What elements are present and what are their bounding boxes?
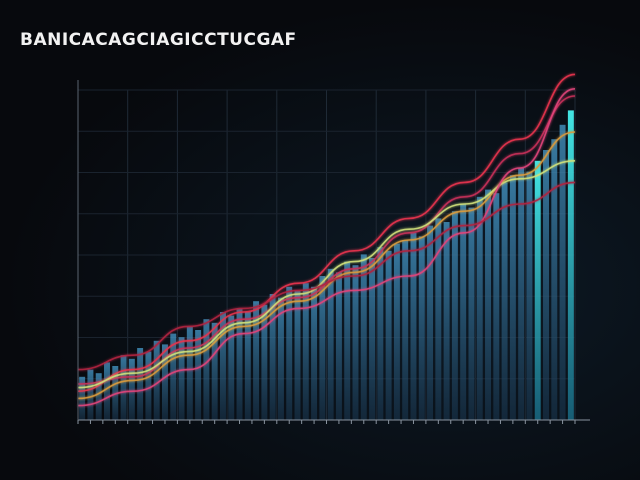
bar — [443, 222, 450, 420]
bar — [294, 290, 301, 420]
bar — [369, 258, 376, 420]
series-line — [77, 73, 576, 392]
bar — [451, 211, 458, 420]
bar — [269, 294, 276, 420]
bars — [79, 110, 574, 421]
bar — [95, 373, 102, 420]
bar — [244, 312, 251, 420]
bar — [128, 358, 135, 420]
bar — [327, 268, 334, 420]
bar — [410, 232, 417, 420]
bar — [87, 369, 94, 420]
bar — [211, 322, 218, 420]
bar — [137, 348, 144, 420]
bar — [277, 297, 284, 420]
bar — [219, 312, 226, 420]
bar — [178, 337, 185, 420]
series-line — [77, 95, 576, 385]
bar — [236, 308, 243, 420]
bar — [161, 344, 168, 420]
bar — [567, 110, 574, 421]
chart-title: BANICACAGCIAGICCTUCGAF — [20, 30, 297, 50]
bar — [559, 124, 566, 421]
bar — [203, 319, 210, 420]
bar — [112, 366, 119, 420]
bar — [385, 250, 392, 420]
axes — [77, 80, 590, 424]
bar — [543, 150, 549, 420]
bar — [360, 254, 367, 420]
grid — [77, 89, 576, 421]
bar — [170, 333, 177, 420]
bar — [228, 315, 235, 420]
series-line — [77, 181, 576, 371]
bar — [509, 175, 516, 420]
bar — [402, 240, 409, 420]
bar — [311, 286, 318, 420]
bar — [427, 225, 434, 420]
series-line — [77, 160, 576, 389]
bar — [261, 304, 268, 420]
bar — [145, 351, 152, 420]
bar — [526, 171, 533, 420]
series-line — [77, 88, 576, 407]
bar — [534, 160, 541, 421]
bar — [485, 189, 491, 420]
bar — [186, 326, 193, 420]
bar — [104, 362, 110, 420]
bar — [352, 265, 359, 420]
bar — [302, 283, 309, 420]
bar — [393, 243, 400, 420]
bar — [195, 330, 202, 420]
bar — [344, 261, 351, 420]
bar — [377, 247, 384, 420]
bar — [335, 272, 342, 420]
bar — [518, 168, 525, 420]
bar — [286, 286, 293, 420]
bar — [460, 204, 467, 420]
bar — [476, 196, 483, 420]
bar — [153, 340, 160, 420]
bar — [253, 301, 260, 420]
bar — [319, 276, 326, 420]
bar — [418, 236, 425, 420]
bar — [501, 182, 508, 420]
series-lines — [77, 73, 576, 407]
bar — [493, 193, 500, 420]
bar — [120, 355, 127, 420]
bar — [435, 218, 442, 420]
bar — [551, 139, 558, 420]
bar — [468, 207, 475, 420]
